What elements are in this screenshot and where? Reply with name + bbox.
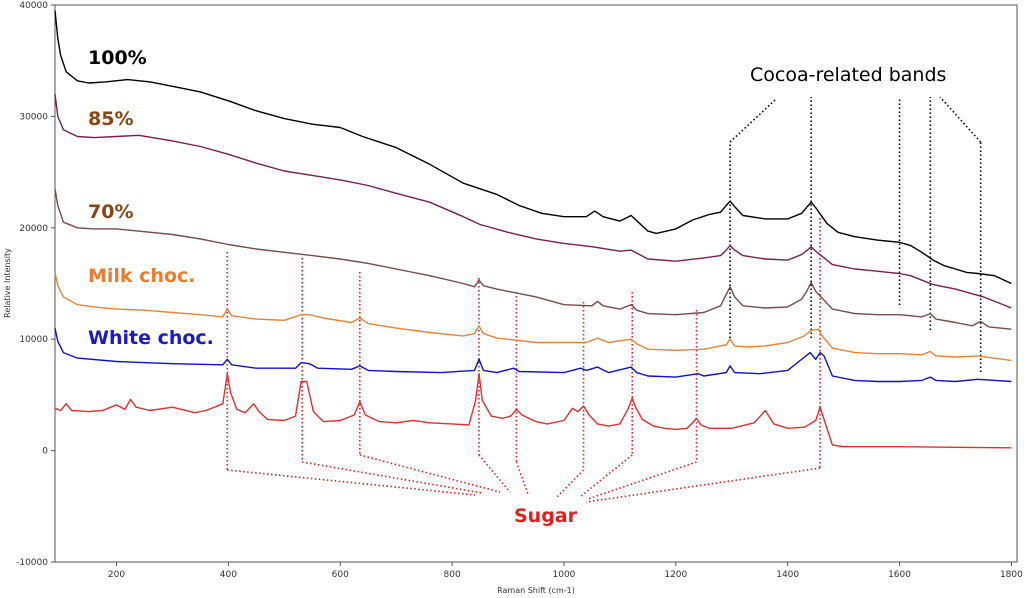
sugar-guide (478, 454, 511, 493)
sugar-guide (585, 467, 821, 503)
x-axis: 200 400 600 800 1000 1200 1400 1600 1800 (108, 562, 1023, 580)
series-line-white-choc (54, 327, 1012, 383)
y-tick-label: 30000 (19, 112, 48, 122)
x-tick-label: 1000 (553, 570, 576, 580)
y-axis: -10000 0 10000 20000 30000 40000 (16, 1, 55, 568)
series-line-85 (54, 94, 1012, 309)
y-tick-label: 20000 (19, 224, 48, 234)
annotation-lines (226, 96, 982, 503)
y-tick-label: 0 (42, 447, 48, 457)
x-tick-label: 400 (220, 570, 237, 580)
y-tick-label: 40000 (19, 1, 48, 11)
sugar-guide (359, 454, 501, 493)
x-tick-label: 800 (444, 570, 461, 580)
annotation-sugar: Sugar (514, 505, 578, 527)
plot-area (54, 4, 1018, 563)
x-tick-label: 1600 (888, 570, 911, 580)
sugar-guide (579, 454, 633, 498)
series-line-100 (54, 10, 1012, 285)
series-lines (54, 10, 1012, 449)
x-tick-label: 1200 (664, 570, 687, 580)
sugar-guide (515, 461, 529, 495)
sugar-guide (302, 461, 483, 494)
x-tick-label: 200 (108, 570, 125, 580)
x-tick-label: 1800 (1000, 570, 1023, 580)
series-label-white: White choc. (88, 327, 214, 349)
sugar-guide (587, 461, 697, 500)
series-line-milk-choc (54, 272, 1012, 362)
annotation-cocoa: Cocoa-related bands (750, 64, 946, 86)
series-label-milk: Milk choc. (88, 265, 196, 287)
series-label-85: 85% (88, 108, 133, 130)
x-axis-title: Raman Shift (cm-1) (497, 586, 575, 595)
series-label-70: 70% (88, 201, 133, 223)
x-tick-label: 1400 (776, 570, 799, 580)
y-tick-label: 10000 (19, 335, 48, 345)
series-line-sugar (54, 373, 1012, 449)
series-line-70 (54, 188, 1012, 330)
series-label-100: 100% (88, 47, 147, 69)
sugar-guide (555, 469, 585, 499)
y-axis-title: Relative Intensity (3, 248, 12, 318)
x-tick-label: 600 (332, 570, 349, 580)
sugar-guide (227, 469, 476, 496)
y-tick-label: -10000 (16, 558, 48, 568)
